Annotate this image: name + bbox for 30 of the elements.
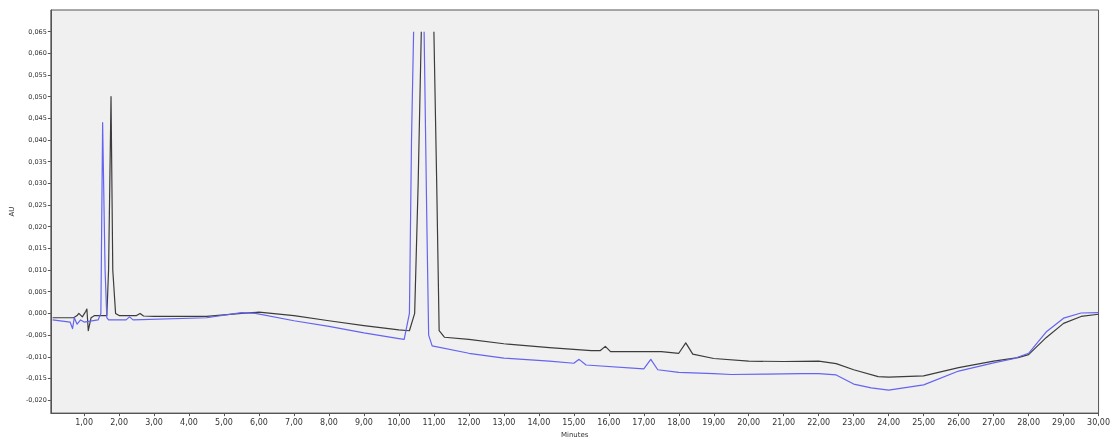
x-tick-label: 1,00 — [75, 417, 93, 427]
x-tick-label: 3,00 — [145, 417, 163, 427]
x-tick-label: 15,00 — [562, 417, 586, 427]
x-tick-label: 12,00 — [457, 417, 481, 427]
x-tick-label: 17,00 — [632, 417, 656, 427]
x-tick-label: 25,00 — [912, 417, 936, 427]
x-tick-label: 24,00 — [877, 417, 901, 427]
x-tick-label: 5,00 — [215, 417, 233, 427]
x-tick-label: 11,00 — [422, 417, 446, 427]
x-tick-label: 16,00 — [597, 417, 621, 427]
x-tick-label: 6,00 — [250, 417, 268, 427]
x-tick-label: 8,00 — [320, 417, 338, 427]
x-tick-label: 28,00 — [1017, 417, 1041, 427]
x-tick-label: 13,00 — [492, 417, 516, 427]
x-tick-label: 27,00 — [982, 417, 1006, 427]
x-tick-label: 4,00 — [180, 417, 198, 427]
x-tick-label: 10,00 — [387, 417, 411, 427]
x-tick-label: 21,00 — [772, 417, 796, 427]
x-tick-label: 20,00 — [737, 417, 761, 427]
x-tick-label: 26,00 — [947, 417, 971, 427]
x-tick-label: 19,00 — [702, 417, 726, 427]
x-tick-label: 22,00 — [807, 417, 831, 427]
x-tick-label: 2,00 — [110, 417, 128, 427]
x-tick-label: 7,00 — [285, 417, 303, 427]
x-tick-label: 29,00 — [1052, 417, 1076, 427]
x-tick-label: 9,00 — [355, 417, 373, 427]
x-tick-label: 30,00 — [1087, 417, 1110, 427]
x-tick-label: 18,00 — [667, 417, 691, 427]
x-tick-label: 23,00 — [842, 417, 866, 427]
x-tick-label: 14,00 — [527, 417, 551, 427]
